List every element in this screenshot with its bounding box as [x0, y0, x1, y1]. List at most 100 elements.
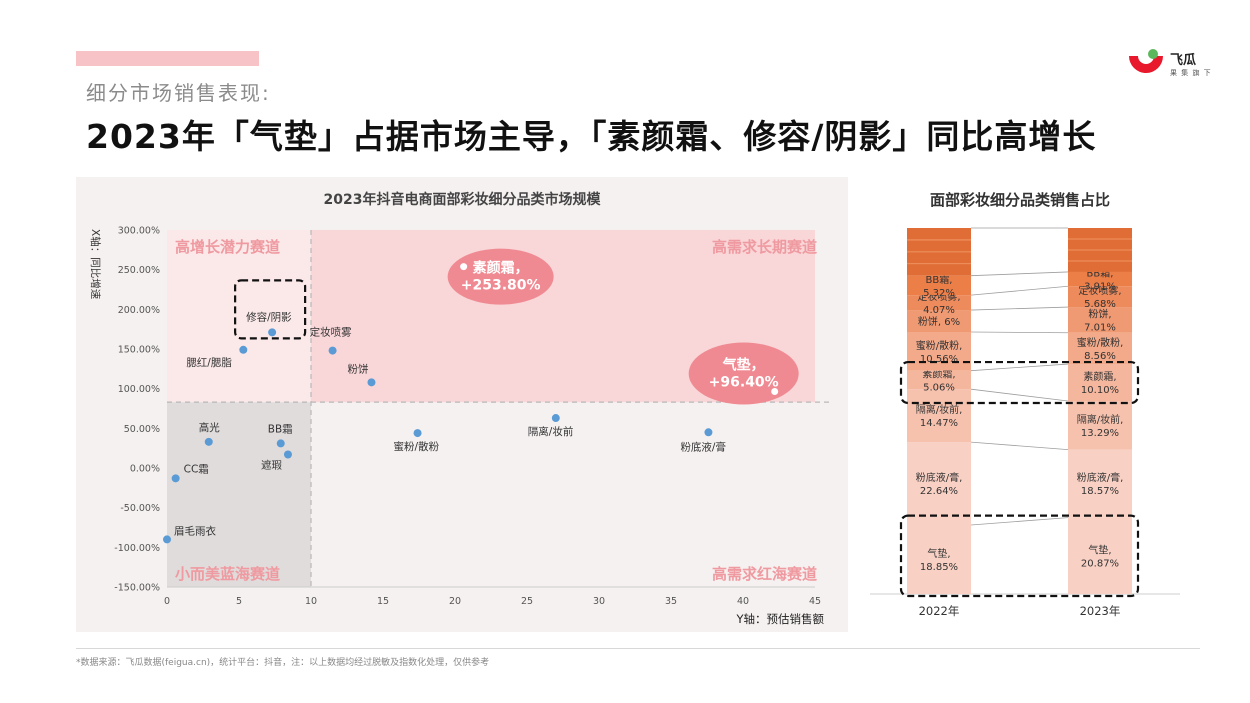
- bar-segment: [1068, 307, 1132, 333]
- x-tick-label: 30: [593, 596, 605, 607]
- bar-segment: [907, 442, 971, 526]
- highlight-bubble: [447, 248, 554, 305]
- point-label: 修容/阴影: [246, 310, 292, 323]
- data-point: [367, 378, 376, 387]
- highlight-bubble: [688, 342, 799, 405]
- logo-tagline: 果 集 旗 下: [1170, 69, 1212, 77]
- data-point: [328, 346, 337, 355]
- y-axis-title: X轴：同比增速: [89, 229, 102, 300]
- connector-line: [970, 441, 1069, 451]
- x-tick-label: 40: [737, 596, 749, 607]
- segment-label: 粉饼, 7.01%: [1084, 307, 1116, 333]
- logo-name: 飞瓜: [1170, 53, 1197, 68]
- segment-label: 素颜霜, 10.10%: [1081, 370, 1119, 396]
- y-tick-label: 0.00%: [130, 464, 160, 475]
- data-point: [413, 429, 422, 438]
- data-point: [704, 428, 713, 437]
- connector-line: [970, 306, 1069, 311]
- bar-segment: [1068, 449, 1132, 518]
- y-tick-label: -50.00%: [120, 503, 160, 514]
- bar-segment: [1068, 271, 1132, 287]
- x-tick-label: 35: [665, 596, 677, 607]
- quadrant-label: 高需求红海赛道: [712, 565, 817, 583]
- segment-label: BB霜, 5.32%: [923, 274, 955, 299]
- quadrant-label: 小而美蓝海赛道: [175, 565, 280, 583]
- segment-label: 气垫, 18.85%: [920, 547, 958, 573]
- y-tick-label: 150.00%: [118, 345, 160, 356]
- segment-label: 粉底液/膏, 18.57%: [1077, 471, 1124, 497]
- connector-line: [970, 517, 1069, 526]
- x-tick-label: 10: [305, 596, 317, 607]
- point-label: 眉毛雨衣: [174, 524, 216, 537]
- category-label: 2023年: [1080, 604, 1121, 618]
- x-axis-title: Y轴：预估销售额: [735, 612, 824, 626]
- bar-segment: [1068, 401, 1132, 450]
- connector-line: [970, 271, 1069, 277]
- quadrant-label: 高需求长期赛道: [712, 238, 817, 256]
- segment-label: 蜜粉/散粉, 8.56%: [1077, 336, 1124, 362]
- highlight-box: [234, 279, 307, 340]
- data-point: [268, 328, 277, 337]
- point-label: 隔离/妆前: [528, 425, 574, 438]
- data-point: [771, 388, 779, 396]
- quadrant-label: 高增长潜力赛道: [175, 238, 280, 256]
- data-point: [460, 263, 468, 271]
- bubble-label: 气垫，+96.40%: [709, 357, 779, 391]
- scatter-title: 2023年抖音电商面部彩妆细分品类市场规模: [323, 192, 601, 208]
- point-label: 定妆喷雾: [310, 326, 352, 339]
- y-tick-label: 250.00%: [118, 265, 160, 276]
- point-label: 蜜粉/散粉: [394, 440, 440, 453]
- bar-segment: [1068, 332, 1132, 365]
- zone-growth-potential: [167, 230, 311, 403]
- data-point: [163, 535, 171, 544]
- bar-segment: [907, 275, 971, 296]
- category-label: 2022年: [919, 604, 960, 618]
- point-label: 粉底液/膏: [680, 440, 726, 453]
- bar-segment: [907, 310, 971, 333]
- data-point: [204, 437, 213, 446]
- point-label: 高光: [199, 421, 220, 434]
- point-label: 粉饼: [347, 362, 368, 375]
- segment-label: 隔离/妆前, 14.47%: [916, 403, 963, 429]
- connector-line: [970, 285, 1069, 296]
- point-label: 腮红/腮脂: [186, 356, 232, 369]
- x-tick-label: 45: [809, 596, 821, 607]
- connector-line: [970, 331, 1069, 334]
- y-tick-label: 100.00%: [118, 384, 160, 395]
- stacked-bar-chart: 气垫, 18.85% 粉底液/膏, 22.64% 隔离/妆前, 14.47% 素颜霜, 5.0…: [870, 227, 1180, 618]
- bar-segment: [1068, 286, 1132, 308]
- connector-line: [970, 388, 1069, 402]
- y-tick-label: 200.00%: [118, 305, 160, 316]
- x-tick-label: 15: [377, 596, 389, 607]
- bubble-label: 素颜霜，+253.80%: [461, 260, 541, 294]
- bar-segment: [907, 525, 971, 594]
- data-point: [239, 345, 248, 354]
- bar-chart-title: 面部彩妆细分品类销售占比: [929, 191, 1110, 209]
- data-point: [283, 450, 292, 459]
- y-tick-label: 300.00%: [118, 226, 160, 237]
- point-label: CC霜: [184, 463, 209, 475]
- y-tick-label: -150.00%: [114, 583, 160, 594]
- x-tick-label: 5: [236, 596, 242, 607]
- bar-segment: [907, 370, 971, 390]
- x-tick-label: 25: [521, 596, 533, 607]
- bar-segment: [1068, 364, 1132, 402]
- footer-divider: [76, 648, 1200, 649]
- segment-label: 隔离/妆前, 13.29%: [1077, 413, 1124, 439]
- scatter-panel: 2023年抖音电商面部彩妆细分品类市场规模 高增长潜力赛道 高需求长期赛道小而美蓝…: [76, 177, 848, 632]
- point-label: BB霜: [268, 423, 293, 435]
- brand-logo: 飞瓜 果 集 旗 下: [1126, 46, 1236, 86]
- x-tick-label: 0: [164, 596, 170, 607]
- data-point: [551, 414, 560, 423]
- x-tick-label: 20: [449, 596, 461, 607]
- segment-label: 粉底液/膏, 22.64%: [916, 471, 963, 497]
- y-tick-label: 50.00%: [124, 424, 160, 435]
- segment-label: 素颜霜, 5.06%: [922, 367, 955, 393]
- bar-segment: [1068, 517, 1132, 594]
- segment-label: 定妆喷雾, 5.68%: [1078, 284, 1121, 310]
- bar-segment: [907, 295, 971, 311]
- data-point: [171, 474, 180, 483]
- zone-blue-ocean: [167, 402, 311, 587]
- connector-line: [970, 363, 1069, 372]
